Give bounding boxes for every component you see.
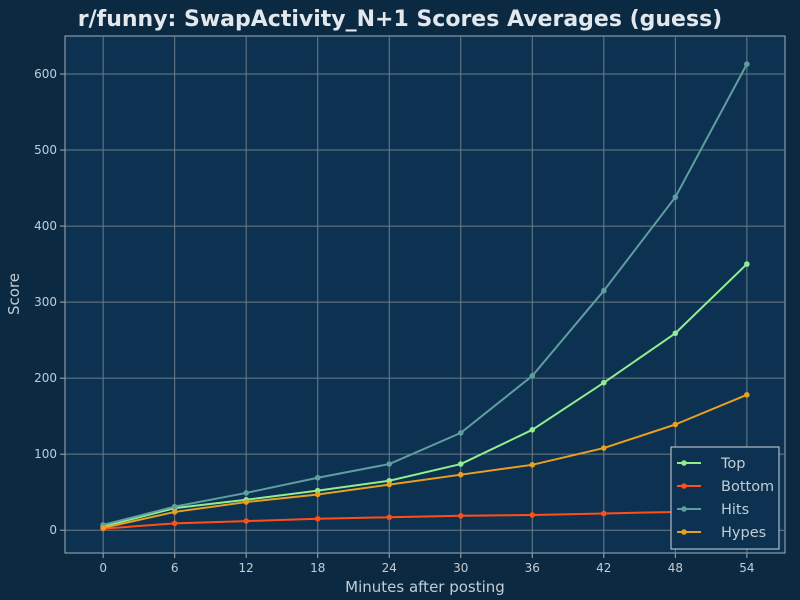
data-point-top: [744, 261, 750, 267]
y-tick-label: 100: [34, 447, 57, 461]
data-point-hits: [386, 461, 393, 467]
legend-marker-top: [681, 460, 687, 466]
data-point-hypes: [100, 525, 106, 531]
data-point-hits: [672, 194, 679, 200]
legend-label-hits: Hits: [721, 502, 749, 518]
x-tick-label: 48: [668, 561, 683, 575]
x-tick-label: 6: [171, 561, 179, 575]
data-point-hypes: [529, 462, 536, 468]
y-tick-label: 600: [34, 67, 57, 81]
data-point-top: [457, 461, 464, 467]
y-tick-label: 300: [34, 295, 57, 309]
data-point-hypes: [672, 421, 679, 428]
data-point-bottom: [171, 520, 178, 527]
data-point-hypes: [744, 392, 750, 398]
x-tick-label: 18: [310, 561, 325, 575]
chart-title: r/funny: SwapActivity_N+1 Scores Average…: [78, 7, 722, 32]
data-point-bottom: [314, 515, 321, 522]
legend-marker-bottom: [681, 483, 687, 489]
data-point-hypes: [457, 471, 464, 478]
y-tick-label: 500: [34, 143, 57, 157]
series-line-hypes: [102, 393, 748, 529]
data-point-top: [672, 330, 679, 337]
legend: Top Bottom Hits Hypes: [670, 446, 780, 550]
data-point-top: [601, 379, 607, 386]
y-tick-label: 0: [49, 523, 57, 537]
series-line-top: [102, 263, 748, 528]
x-tick-label: 30: [453, 561, 468, 575]
x-tick-label: 42: [596, 561, 611, 575]
y-tick-label: 200: [34, 371, 57, 385]
legend-label-hypes: Hypes: [721, 525, 766, 541]
x-axis-label: Minutes after posting: [345, 578, 505, 596]
data-point-hits: [457, 430, 464, 436]
legend-marker-hits: [681, 506, 687, 512]
x-tick-label: 36: [525, 561, 540, 575]
x-tick-label: 24: [382, 561, 397, 575]
data-point-hypes: [601, 445, 607, 451]
data-point-hits: [601, 287, 607, 294]
data-point-bottom: [529, 512, 536, 518]
data-point-bottom: [457, 512, 464, 519]
series-line-hits: [102, 63, 748, 526]
data-point-bottom: [243, 518, 249, 524]
x-tick-label: 54: [739, 561, 754, 575]
data-point-hits: [171, 503, 178, 510]
data-point-hits: [744, 61, 750, 67]
y-axis-label: Score: [5, 273, 23, 315]
y-tick-label: 400: [34, 219, 57, 233]
x-tick-label: 12: [239, 561, 254, 575]
legend-label-bottom: Bottom: [721, 479, 774, 495]
data-point-hits: [529, 373, 536, 379]
data-point-hypes: [243, 499, 249, 505]
legend-marker-hypes: [681, 529, 687, 535]
data-point-bottom: [386, 514, 393, 521]
data-point-hypes: [386, 481, 393, 488]
legend-label-top: Top: [720, 456, 745, 472]
data-point-hits: [243, 490, 249, 496]
data-point-hypes: [314, 491, 321, 498]
data-point-top: [529, 427, 536, 433]
data-point-hits: [314, 474, 321, 481]
x-tick-label: 0: [99, 561, 107, 575]
data-point-hypes: [171, 509, 178, 515]
data-point-bottom: [601, 510, 607, 517]
series-line-bottom: [103, 509, 747, 530]
plot-area: [64, 35, 786, 554]
